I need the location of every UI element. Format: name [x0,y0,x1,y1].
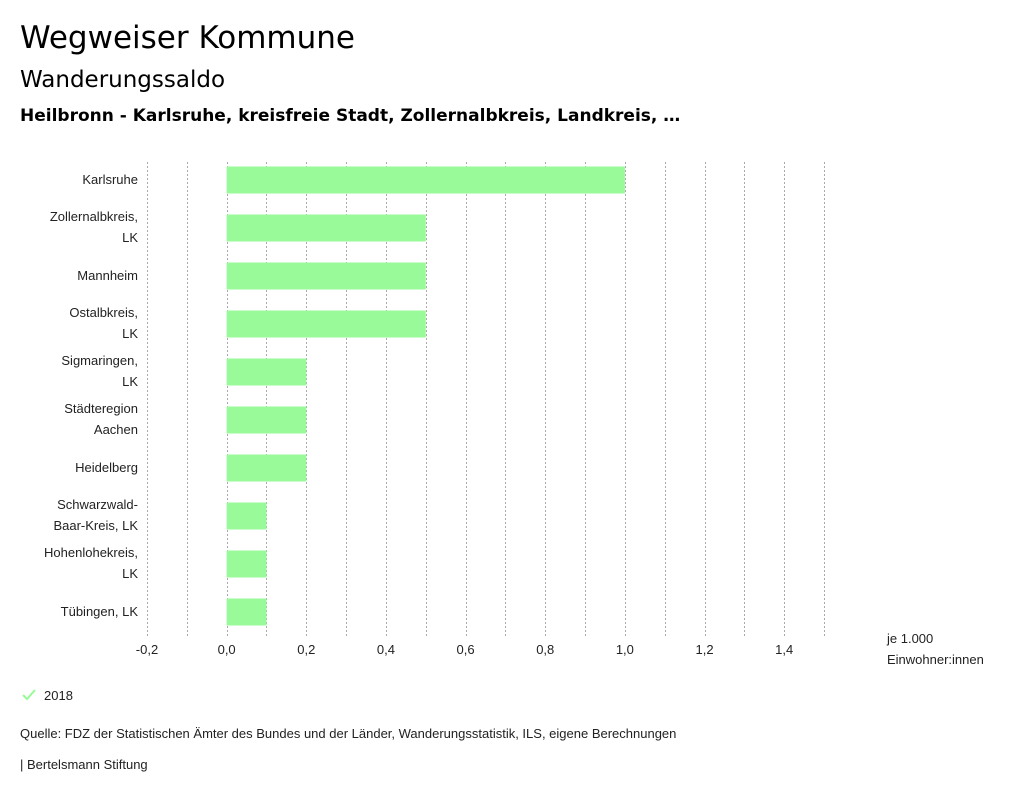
x-tick-label: 0,6 [457,642,475,657]
indicator-title: Wanderungssaldo [20,67,226,93]
check-icon [22,689,36,701]
category-label: Städteregion [64,401,138,416]
bar [226,214,426,242]
category-label: Schwarzwald- [57,497,138,512]
x-tick-label: 0,8 [536,642,554,657]
unit-label: Einwohner:innen [887,652,984,667]
category-label: LK [122,230,138,245]
category-label: Zollernalbkreis, [50,209,138,224]
bar [226,166,625,194]
x-tick-label: 1,2 [695,642,713,657]
selection-subtitle: Heilbronn - Karlsruhe, kreisfreie Stadt,… [20,106,681,126]
bar [226,406,307,434]
brand-note: | Bertelsmann Stiftung [20,757,148,772]
source-note: Quelle: FDZ der Statistischen Ämter des … [20,726,677,741]
x-tick-label: 0,4 [377,642,395,657]
x-tick-label: 1,0 [616,642,634,657]
x-tick-label: -0,2 [136,642,158,657]
category-label: Mannheim [77,268,138,283]
unit-label: je 1.000 [886,631,933,646]
bar [226,262,426,290]
x-tick-label: 0,0 [218,642,236,657]
category-label: LK [122,374,138,389]
x-tick-label: 0,2 [297,642,315,657]
category-label: Sigmaringen, [61,353,138,368]
page-title: Wegweiser Kommune [20,20,355,56]
category-label: Ostalbkreis, [69,305,138,320]
legend-item-2018[interactable]: 2018 [20,686,73,704]
x-tick-label: 1,4 [775,642,793,657]
bar [226,598,267,626]
bar [226,310,426,338]
bar [226,454,307,482]
category-label: LK [122,326,138,341]
legend-label: 2018 [44,687,73,703]
bar [226,550,267,578]
bar-chart: -0,2 0,0 0,2 0,4 0,6 0,8 1,0 1,2 1,4 je 1.000 Einw… [44,162,984,667]
bar [226,502,267,530]
category-label: Hohenlohekreis, [44,545,138,560]
category-label: Aachen [94,422,138,437]
category-label: LK [122,566,138,581]
category-label: Karlsruhe [82,172,138,187]
category-label: Baar-Kreis, LK [53,518,138,533]
category-label: Tübingen, LK [61,604,139,619]
category-label: Heidelberg [75,460,138,475]
bar [226,358,307,386]
